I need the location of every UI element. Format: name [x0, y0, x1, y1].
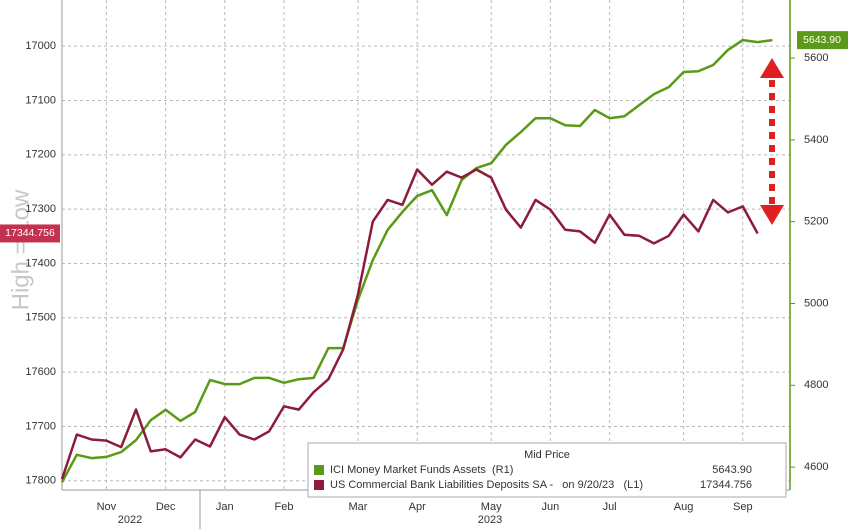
y2-tick-label: 5200: [804, 216, 828, 228]
legend-label: US Commercial Bank Liabilities Deposits …: [330, 479, 643, 491]
x-tick-label: May: [481, 501, 502, 513]
legend-value: 5643.90: [712, 464, 752, 476]
x-tick-label: Jan: [216, 501, 234, 513]
y2-tick-label: 4600: [804, 461, 828, 473]
legend-swatch: [314, 465, 324, 475]
series-line: [60, 168, 759, 480]
last-value-tag: [0, 224, 60, 243]
legend-box: [307, 442, 787, 498]
y-tick-label: 17600: [25, 366, 56, 378]
y-tick-label: 17500: [25, 312, 56, 324]
legend-value: 17344.756: [700, 479, 752, 491]
y-tick-label: 17300: [25, 203, 56, 215]
x-tick-label: Jun: [542, 501, 560, 513]
series-line: [60, 38, 773, 483]
y-tick-label: 17200: [25, 149, 56, 161]
last-value-label: 5643.90: [803, 34, 841, 46]
y2-tick-label: 4800: [804, 379, 828, 391]
year-label: 2022: [118, 514, 142, 526]
year-label: 2023: [478, 514, 502, 526]
x-tick-label: Aug: [674, 501, 694, 513]
x-tick-label: Feb: [275, 501, 294, 513]
y-tick-label: 17000: [25, 40, 56, 52]
y-tick-label: 17800: [25, 475, 56, 487]
x-tick-label: Mar: [349, 501, 368, 513]
arrow-head: [760, 205, 784, 225]
y-tick-label: 17400: [25, 257, 56, 269]
y2-tick-label: 5000: [804, 297, 828, 309]
x-tick-label: Nov: [97, 501, 117, 513]
legend-label: ICI Money Market Funds Assets (R1): [330, 464, 513, 476]
arrow-head: [760, 58, 784, 78]
x-tick-label: Sep: [733, 501, 753, 513]
y-tick-label: 17100: [25, 94, 56, 106]
last-value-label: 17344.756: [5, 227, 55, 239]
x-tick-label: Dec: [156, 501, 176, 513]
side-label: High = Low: [7, 189, 34, 310]
y-tick-label: 17700: [25, 420, 56, 432]
x-tick-label: Apr: [409, 501, 426, 513]
legend-title: Mid Price: [524, 449, 570, 461]
last-value-tag: [797, 31, 848, 50]
legend-swatch: [314, 480, 324, 490]
x-tick-label: Jul: [603, 501, 617, 513]
y2-tick-label: 5600: [804, 52, 828, 64]
y2-tick-label: 5400: [804, 134, 828, 146]
